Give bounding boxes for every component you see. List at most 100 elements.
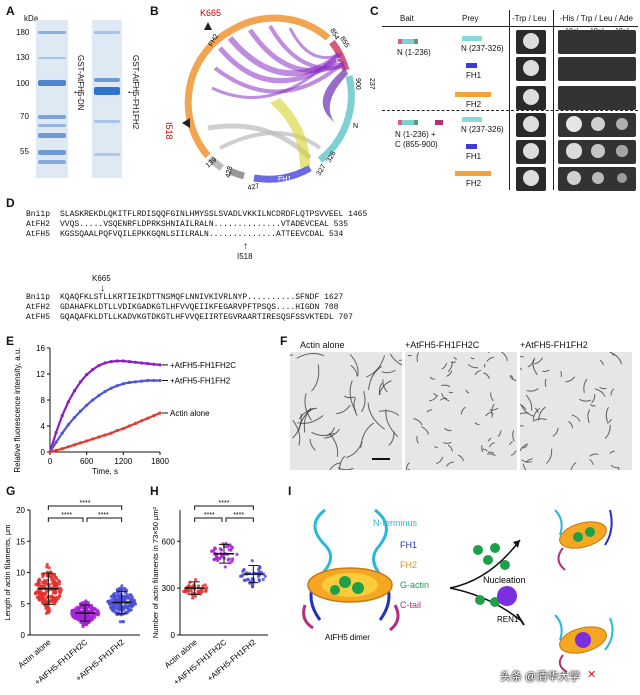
actin-filament [532, 407, 541, 421]
actin-filament [323, 428, 340, 439]
series-point [103, 389, 107, 394]
actin-filament [618, 467, 620, 470]
legend-gactin: G-actin [400, 580, 429, 590]
actin-filament [571, 414, 581, 422]
actin-filament [350, 365, 358, 377]
series-point [78, 441, 83, 445]
series-line [48, 359, 161, 453]
his-header: -His / Trp / Leu / Ade [560, 14, 633, 23]
actin-filament [441, 393, 450, 402]
sig-label: **** [233, 512, 244, 519]
data-point [116, 604, 120, 609]
actin-filament [488, 352, 490, 354]
actin-filament [441, 362, 448, 370]
col-divider-1 [509, 10, 510, 190]
svg-text:428: 428 [225, 166, 234, 179]
series-label: Actin alone [170, 409, 210, 418]
actin-filament [304, 393, 312, 421]
series-point [140, 361, 144, 365]
actin-filament [604, 424, 611, 439]
n-arc [317, 75, 355, 163]
data-point [53, 585, 57, 589]
data-point [55, 583, 59, 587]
actin-filament [546, 448, 553, 464]
actin-filament [610, 464, 620, 469]
data-point [48, 599, 52, 604]
actin-filament [360, 422, 375, 448]
actin-filament [311, 364, 320, 392]
micrograph-fh1fh2c [405, 352, 517, 470]
actin-filament [525, 394, 533, 411]
actin-filament [527, 357, 536, 368]
actin-filament [594, 388, 606, 397]
x-axis-label: Time, s [92, 467, 118, 476]
actin-filament [296, 352, 324, 359]
panel-i-label: I [288, 484, 292, 498]
actin-filament [483, 363, 486, 368]
data-point [125, 606, 129, 610]
micrograph-actin-alone [290, 352, 402, 470]
k665-text: K665 [200, 8, 221, 18]
actin-filament [429, 395, 439, 402]
prey2-fh1-label: FH1 [466, 152, 482, 161]
data-point [54, 590, 58, 594]
data-point [47, 566, 51, 570]
actin-filament [444, 427, 452, 432]
actin-filament [520, 356, 524, 358]
sig-label: **** [204, 512, 215, 519]
actin-filament [605, 407, 609, 422]
actin-filament [407, 468, 410, 470]
data-point [256, 567, 261, 571]
sig-bracket [194, 517, 223, 522]
data-point [256, 574, 261, 578]
data-point [51, 591, 56, 595]
data-point [85, 615, 89, 619]
data-point [51, 595, 55, 599]
actin-filament [368, 365, 383, 391]
data-point [91, 607, 96, 611]
data-point [124, 596, 128, 600]
lane1-label: GST-AtFH5-DN [76, 55, 85, 111]
data-point [201, 584, 205, 588]
series-point [91, 437, 95, 441]
x-tick-label: 0 [48, 457, 53, 466]
legend-n: N-terminus [373, 518, 418, 528]
data-point [112, 608, 116, 612]
actin-filament [448, 391, 454, 394]
y-tick-label: 10 [16, 569, 25, 578]
y-tick-label: 600 [162, 537, 176, 546]
actin-filament [481, 445, 484, 453]
data-point [197, 591, 201, 595]
actin-filament [388, 431, 395, 446]
data-point [34, 591, 38, 595]
data-point [196, 584, 201, 588]
trp-leu-header: -Trp / Leu [512, 14, 547, 23]
actin-filament [532, 418, 547, 422]
data-point [123, 591, 127, 595]
seq-row: AtFH2 GDAHAFKLDTLLVDIKGADKGTLHFVVQEIIKFEG… [26, 303, 339, 312]
series-point [91, 398, 95, 402]
actin-filament [489, 407, 499, 411]
data-point [88, 616, 92, 620]
actin-filament [329, 462, 341, 470]
series-point [54, 440, 58, 444]
bait2-n-bar [398, 120, 418, 125]
actin-filament [416, 352, 420, 362]
actin-filament [470, 357, 475, 360]
legend-fh1: FH1 [400, 540, 417, 550]
actin-filament [366, 355, 386, 378]
data-point [257, 579, 262, 583]
panel-h-label: H [150, 484, 159, 498]
data-point [50, 577, 55, 581]
data-point [235, 552, 239, 557]
plate-spot [616, 118, 628, 130]
series-point [66, 400, 70, 404]
series-point [158, 411, 162, 415]
actin-filament [583, 378, 588, 393]
series-point [97, 435, 101, 439]
svg-text:855: 855 [338, 36, 350, 50]
actin-filament [326, 427, 335, 437]
series-point [121, 427, 125, 431]
actin-filament [552, 427, 559, 437]
svg-text:854: 854 [328, 28, 340, 42]
